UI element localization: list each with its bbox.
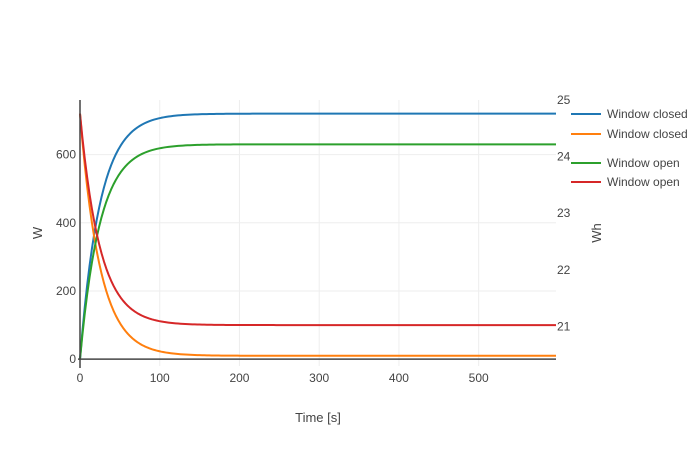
y2-axis-title: Wh <box>589 223 604 243</box>
series-line <box>79 113 556 327</box>
legend-label: Window closed <box>607 127 688 141</box>
legend-label: Window open <box>607 175 680 189</box>
y2-tick-label: 22 <box>557 263 571 277</box>
x-tick-label: 0 <box>77 371 84 385</box>
legend[interactable]: Window closed Window closed Window open Win… <box>571 107 688 189</box>
grid <box>80 100 556 366</box>
legend-label: Window closed <box>607 107 688 121</box>
series-layer <box>79 112 556 360</box>
x-tick-label: 100 <box>150 371 170 385</box>
x-axis-title: Time [s] <box>295 410 341 425</box>
series-line <box>79 112 556 360</box>
tick-labels: 0 100 200 300 400 500 0 200 400 600 21 22 23 24 25 <box>56 93 571 385</box>
legend-item[interactable]: Window closed <box>571 107 688 121</box>
y2-tick-label: 24 <box>557 150 571 164</box>
series-line <box>79 143 556 360</box>
y2-tick-label: 23 <box>557 206 571 220</box>
x-tick-label: 200 <box>229 371 249 385</box>
series-line <box>79 113 556 357</box>
legend-item[interactable]: Window open <box>571 156 680 170</box>
y-tick-label: 400 <box>56 216 76 230</box>
legend-item[interactable]: Window open <box>571 175 680 189</box>
y-tick-label: 600 <box>56 148 76 162</box>
y-tick-label: 200 <box>56 284 76 298</box>
x-tick-label: 400 <box>389 371 409 385</box>
legend-item[interactable]: Window closed <box>571 127 688 141</box>
legend-label: Window open <box>607 156 680 170</box>
y2-tick-label: 21 <box>557 319 571 333</box>
x-tick-label: 500 <box>469 371 489 385</box>
y2-tick-label: 25 <box>557 93 571 107</box>
axes <box>78 100 556 368</box>
y-tick-label: 0 <box>69 352 76 366</box>
y-axis-title: W <box>30 226 45 239</box>
x-tick-label: 300 <box>309 371 329 385</box>
